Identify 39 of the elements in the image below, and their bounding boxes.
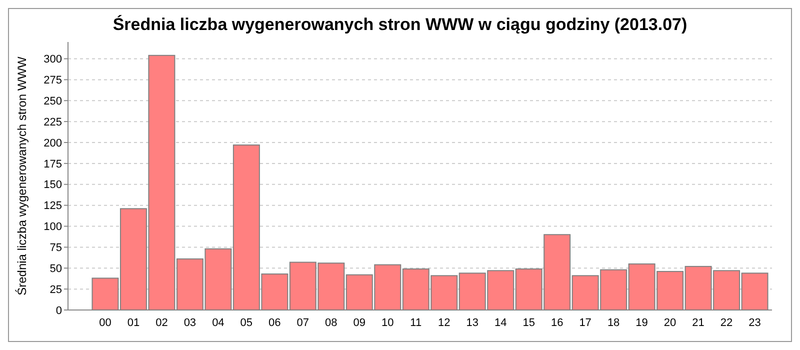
y-tick-label: 25 [50, 284, 62, 296]
y-axis-title: Średnia liczba wygenerowanych stron WWW [15, 56, 29, 296]
x-tick-label: 20 [664, 317, 676, 329]
y-tick-label: 50 [50, 262, 62, 275]
x-tick-label: 16 [550, 317, 564, 329]
y-tick-label: 150 [44, 179, 62, 192]
y-tick-label: 300 [44, 54, 62, 66]
x-tick-label: 04 [212, 317, 224, 329]
x-tick-label: 03 [184, 317, 196, 329]
y-tick-label: 275 [44, 74, 62, 87]
x-tick-label: 22 [720, 317, 733, 329]
chart-title: Średnia liczba wygenerowanych stron WWW w ciągu godziny (2013.07) [112, 14, 688, 34]
x-tick-label: 05 [240, 317, 253, 329]
x-tick-label: 00 [99, 317, 112, 329]
x-tick-label: 08 [325, 317, 338, 329]
x-tick-label: 21 [692, 317, 704, 329]
x-tick-label: 02 [156, 317, 168, 329]
x-tick-label: 19 [636, 317, 648, 329]
x-tick-label: 13 [466, 317, 478, 329]
x-tick-label: 10 [382, 317, 394, 329]
y-tick-label: 125 [44, 200, 62, 212]
x-tick-label: 11 [410, 317, 422, 329]
y-tick-label: 100 [44, 221, 62, 234]
x-tick-label: 23 [748, 317, 761, 329]
y-tick-label: 250 [44, 95, 62, 108]
x-tick-label: 14 [494, 317, 507, 329]
x-tick-label: 18 [607, 317, 620, 329]
x-tick-label: 09 [353, 317, 366, 329]
y-tick-label: 175 [44, 158, 62, 170]
x-tick-label: 17 [579, 317, 592, 329]
x-tick-label: 06 [268, 317, 281, 329]
x-tick-label: 15 [522, 317, 535, 329]
x-tick-label: 07 [296, 317, 310, 329]
x-tick-label: 01 [127, 317, 140, 329]
x-tick-label: 12 [438, 317, 450, 329]
y-tick-label: 0 [56, 304, 62, 317]
y-tick-label: 225 [44, 116, 62, 128]
y-tick-label: 75 [50, 242, 62, 254]
y-tick-label: 200 [44, 137, 62, 150]
